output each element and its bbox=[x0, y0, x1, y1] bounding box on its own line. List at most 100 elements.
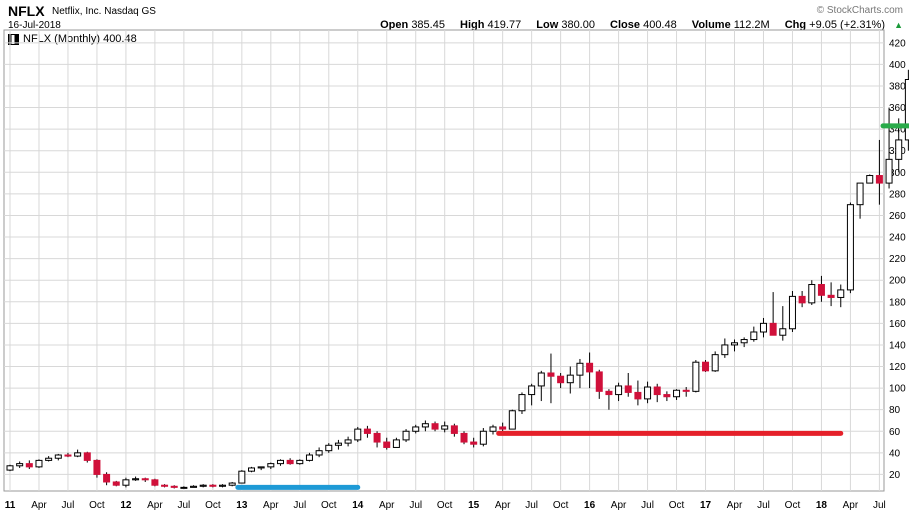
x-tick-label: Oct bbox=[89, 500, 105, 511]
y-tick-label: 220 bbox=[889, 254, 906, 265]
candle-up bbox=[759, 322, 767, 333]
y-tick-label: 200 bbox=[889, 276, 906, 287]
y-tick-label: 160 bbox=[889, 319, 906, 330]
y-tick-label: 260 bbox=[889, 211, 906, 222]
candle-up bbox=[508, 410, 516, 430]
chg-value: +9.05 (+2.31%) bbox=[809, 19, 886, 31]
low-value: 380.00 bbox=[561, 19, 595, 31]
candle-up bbox=[180, 486, 188, 489]
candle-up bbox=[248, 467, 255, 472]
candle-up bbox=[267, 463, 275, 468]
candle-down bbox=[450, 425, 458, 434]
candle-down bbox=[93, 459, 101, 475]
close-label: Close bbox=[610, 19, 641, 31]
candle-up bbox=[895, 139, 903, 160]
candle-down bbox=[151, 479, 159, 486]
low-label: Low bbox=[536, 19, 559, 31]
x-tick-label: 12 bbox=[120, 500, 132, 511]
open-value: 385.45 bbox=[411, 19, 445, 31]
candle-down bbox=[702, 361, 710, 372]
candle-up bbox=[846, 204, 854, 291]
candle-up bbox=[479, 430, 487, 445]
x-tick-label: 13 bbox=[236, 500, 248, 511]
candle-up bbox=[54, 454, 62, 459]
candle-down bbox=[817, 284, 825, 296]
candle-down bbox=[547, 372, 555, 377]
x-tick-label: Apr bbox=[611, 500, 627, 511]
x-tick-label: 17 bbox=[700, 500, 712, 511]
candle-up bbox=[392, 439, 400, 448]
ticker-symbol: NFLX bbox=[8, 3, 45, 19]
company-name: Netflix, Inc. Nasdaq GS bbox=[52, 6, 156, 17]
candle-up bbox=[199, 484, 207, 487]
candle-up bbox=[305, 454, 313, 461]
candle-up bbox=[421, 423, 429, 428]
x-tick-label: Apr bbox=[263, 500, 279, 511]
candle-down bbox=[383, 441, 391, 448]
candle-down bbox=[624, 385, 632, 393]
x-tick-label: Oct bbox=[553, 500, 569, 511]
candle-up bbox=[45, 457, 53, 461]
candle-up bbox=[441, 425, 449, 430]
x-tick-label: Oct bbox=[321, 500, 337, 511]
y-tick-label: 140 bbox=[889, 340, 906, 351]
x-tick-label: Oct bbox=[205, 500, 221, 511]
candle-up bbox=[740, 339, 748, 344]
candle-up bbox=[296, 459, 304, 465]
y-tick-label: 40 bbox=[889, 448, 901, 459]
quote-date: 16-Jul-2018 bbox=[8, 20, 61, 31]
candle-down bbox=[827, 294, 835, 298]
x-tick-label: 18 bbox=[816, 500, 828, 511]
candle-down bbox=[663, 394, 671, 398]
candle-down bbox=[286, 459, 294, 465]
candle-up bbox=[673, 389, 681, 398]
candle-down bbox=[83, 452, 91, 461]
x-tick-label: Oct bbox=[437, 500, 453, 511]
candle-up bbox=[412, 426, 420, 432]
volume-value: 112.2M bbox=[733, 19, 770, 31]
y-tick-label: 80 bbox=[889, 405, 901, 416]
y-tick-label: 60 bbox=[889, 427, 901, 438]
candle-up bbox=[16, 463, 24, 467]
candle-down bbox=[875, 175, 883, 184]
candle-down bbox=[431, 423, 439, 430]
x-tick-label: Jul bbox=[177, 500, 190, 511]
candle-up bbox=[779, 328, 787, 336]
candlestick-legend-icon bbox=[8, 33, 19, 45]
plot-frame bbox=[3, 29, 885, 492]
candle-up bbox=[74, 452, 82, 457]
candle-up bbox=[354, 428, 362, 441]
candle-up bbox=[837, 289, 845, 298]
x-tick-label: Jul bbox=[62, 500, 75, 511]
candle-up bbox=[228, 482, 236, 486]
candle-down bbox=[209, 484, 217, 487]
legend-label: NFLX (Monthly) 400.48 bbox=[23, 33, 137, 45]
candle-up bbox=[122, 479, 130, 486]
candle-down bbox=[605, 390, 613, 396]
chg-label: Chg bbox=[784, 19, 807, 31]
x-tick-label: Apr bbox=[31, 500, 47, 511]
high-label: High bbox=[460, 19, 485, 31]
candle-up bbox=[788, 295, 796, 330]
x-tick-label: Apr bbox=[379, 500, 395, 511]
y-tick-label: 300 bbox=[889, 168, 906, 179]
candle-down bbox=[499, 426, 507, 430]
y-tick-label: 100 bbox=[889, 384, 906, 395]
candle-up bbox=[615, 385, 623, 396]
candle-up bbox=[856, 182, 864, 206]
candle-down bbox=[682, 389, 690, 392]
x-tick-label: Apr bbox=[147, 500, 163, 511]
y-tick-label: 120 bbox=[889, 362, 906, 373]
stockcharts-logo[interactable]: © StockCharts.com bbox=[816, 5, 903, 16]
x-tick-label: Jul bbox=[293, 500, 306, 511]
high-value: 419.77 bbox=[487, 19, 522, 31]
candle-up bbox=[566, 374, 574, 384]
y-tick-label: 400 bbox=[889, 60, 906, 71]
candle-up bbox=[325, 444, 333, 452]
candle-up bbox=[750, 331, 758, 341]
candle-up bbox=[257, 466, 265, 469]
candle-up bbox=[344, 439, 352, 444]
y-tick-label: 280 bbox=[889, 189, 906, 200]
candle-down bbox=[769, 322, 777, 336]
